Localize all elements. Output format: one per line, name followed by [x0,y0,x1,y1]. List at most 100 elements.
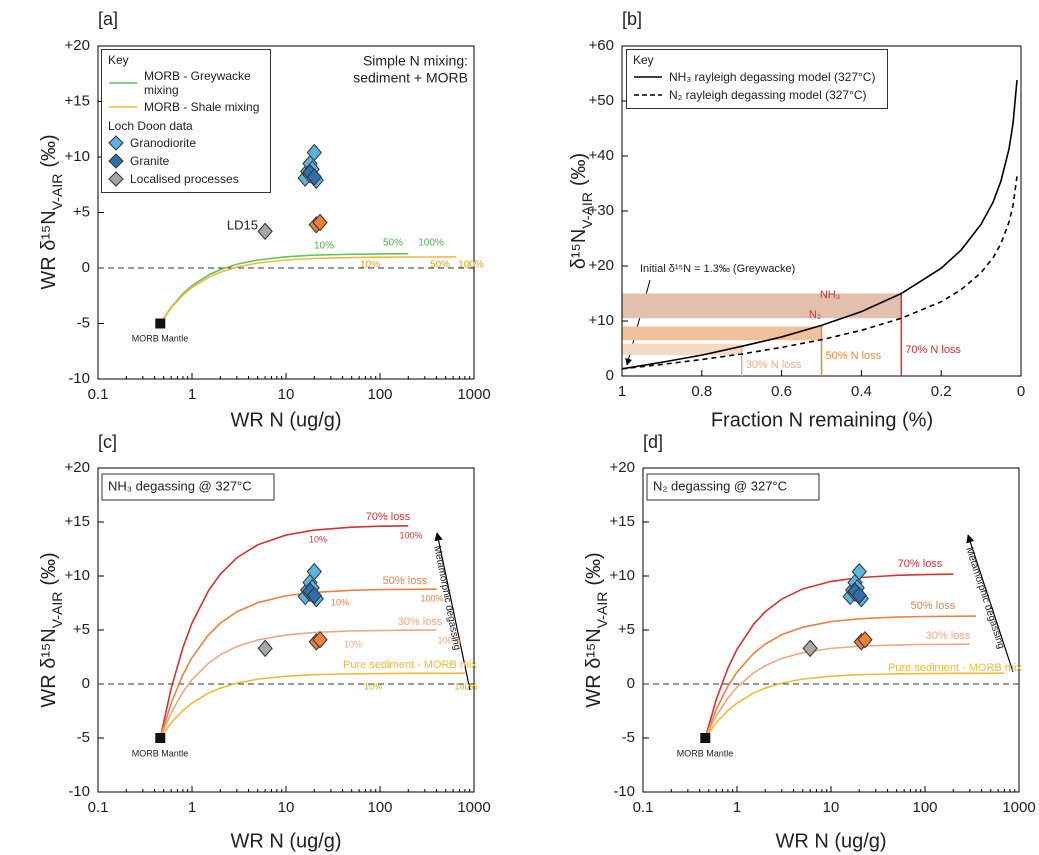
legend-marker [108,171,124,187]
y-tick-label: +20 [610,459,635,476]
legend-entry: N₂ rayleigh degassing model (327°C) [633,87,881,103]
legend-marker [108,153,124,169]
legend-swatch [108,135,124,151]
annotation: 10% [360,260,380,271]
y-tick-label: 0 [82,259,90,276]
y-axis-label-unit: (‰) [583,552,605,585]
series-line [159,672,465,739]
y-tick-label: +40 [589,147,614,164]
x-tick-label: 0.4 [851,383,872,400]
endmember-point [700,733,711,743]
series-line [159,252,409,324]
y-axis-label-main: WR δ¹⁵N [583,628,605,707]
x-tick-label: 1 [733,799,741,816]
sample-point [306,143,322,162]
legend-swatch [634,94,662,96]
y-tick-label: +10 [65,567,90,584]
annotation: 100% [420,593,443,603]
y-axis-label-sub: V-AIR [49,174,65,211]
x-tick-label: 100 [367,799,392,816]
annotation: Simple N mixing: [363,53,468,69]
x-axis-label: WR N (ug/g) [230,409,341,431]
annotation: Initial δ¹⁵N = 1.3‰ (Greywacke) [640,263,795,275]
annotation: 10% [331,597,349,607]
x-tick-label: 1000 [457,386,490,403]
sample-point [857,630,873,649]
annotation: 10% [309,534,327,544]
y-axis-label-main: δ¹⁵N [568,229,590,270]
legend-label: MORB - Shale mixing [144,100,260,114]
legend-entry: MORB - Greywacke mixing [108,69,264,97]
legend-label: Localised processes [130,172,239,186]
curve-label: 50% loss [383,575,428,587]
x-tick-label: 0.1 [88,386,109,403]
curve-label: 30% loss [926,630,971,642]
y-tick-label: +15 [610,513,635,530]
y-tick-label: +50 [589,92,614,109]
sample-point [312,630,328,649]
band [622,343,742,356]
annotation: 100% [418,238,444,249]
y-tick-label: +20 [65,459,90,476]
annotation: 100% [437,635,460,645]
loss-label: 30% N loss [746,359,802,371]
x-tick-label: 1 [618,383,626,400]
series-line [159,256,457,324]
subtitle: N₂ degassing @ 327°C [653,478,787,493]
legend-swatch [109,82,137,84]
sample-point [851,562,867,581]
panel-label: [a] [98,9,118,29]
series-line [704,672,1005,739]
y-tick-label: -5 [622,729,635,746]
legend-entry: Localised processes [108,171,264,187]
legend-label: NH₃ rayleigh degassing model (327°C) [669,70,876,84]
series-line [159,524,409,739]
x-axis-label: WR N (ug/g) [775,830,886,852]
annotation: 50% [430,260,450,271]
panel-label: [d] [643,432,663,452]
y-tick-label: 0 [606,367,614,384]
x-tick-label: 10 [823,799,840,816]
legend-entry: Granite [108,153,264,169]
y-axis-label-unit: (‰) [38,552,60,585]
subtitle-box [646,473,820,501]
legend-label: MORB - Greywacke mixing [144,69,251,97]
band [622,326,822,341]
series-line [704,573,954,739]
legend-title: Key [108,53,129,67]
y-axis-label: WR δ¹⁵NV-AIR (‰) [38,134,64,289]
y-axis-label-sub: V-AIR [49,592,65,629]
y-tick-label: -10 [613,783,635,800]
loss-label: 50% N loss [826,350,882,362]
y-axis-label-unit: (‰) [568,153,590,186]
curve-label: 50% loss [911,600,956,612]
x-axis-label: WR N (ug/g) [230,830,341,852]
legend: Key NH₃ rayleigh degassing model (327°C) N… [626,49,888,109]
sample-point [312,213,328,232]
x-tick-label: 10 [278,386,295,403]
annotation-arrow [966,534,1014,673]
annotation: N₂ [809,309,821,321]
series-line [621,80,1018,370]
annotation-arrow [434,532,471,691]
sample-point [802,639,818,658]
legend: Key MORB - Greywacke mixing MORB - Shale m… [101,49,271,193]
y-axis-label-sub: V-AIR [594,592,610,629]
x-tick-label: 0.6 [771,383,792,400]
annotation: 100% [458,260,484,271]
panel-label: [c] [98,432,117,452]
y-tick-label: -5 [77,314,90,331]
annotation: MORB Mantle [132,748,189,758]
x-tick-label: 100 [367,386,392,403]
annotation: 100% [399,530,422,540]
x-tick-label: 1000 [1002,799,1035,816]
panel-label: [b] [622,9,642,29]
legend-entry: Granodiorite [108,135,264,151]
y-tick-label: -5 [77,729,90,746]
subtitle-box [101,473,275,501]
legend-title: Key [633,53,654,67]
y-tick-label: +5 [73,203,90,220]
x-tick-label: 1000 [457,799,490,816]
y-tick-label: +5 [73,621,90,638]
y-tick-label: +20 [589,257,614,274]
